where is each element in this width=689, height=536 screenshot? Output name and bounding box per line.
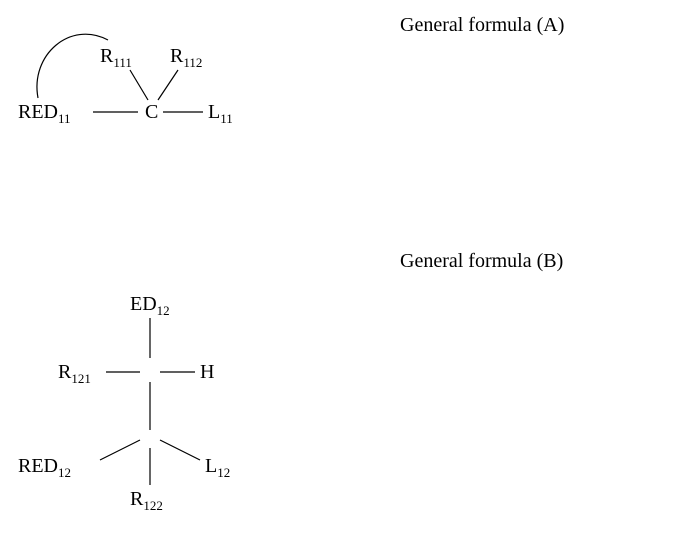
diagram-container: General formula (A) General formula (B) … — [0, 0, 689, 534]
r122-label: R122 — [130, 488, 163, 513]
c-atom: C — [145, 101, 158, 123]
l11-label: L11 — [208, 101, 233, 126]
formula-b-text: General formula (B) — [400, 250, 563, 272]
ed12-label: ED12 — [130, 293, 170, 318]
bond-c-r111 — [130, 70, 148, 100]
red11-label: RED11 — [18, 101, 71, 126]
r112-label: R112 — [170, 45, 202, 70]
formula-a-text: General formula (A) — [400, 14, 564, 36]
h-label: H — [200, 361, 214, 383]
arc-red11-r111 — [37, 34, 108, 98]
structure-a: C L11 RED11 R111 R112 — [0, 0, 300, 186]
r111-label: R111 — [100, 45, 132, 70]
bond-c-l12 — [160, 440, 200, 460]
formula-a-label: General formula (A) — [400, 14, 564, 37]
l12-label: L12 — [205, 455, 230, 480]
bond-c-r112 — [158, 70, 178, 100]
formula-b-label: General formula (B) — [400, 250, 563, 273]
structure-b: ED12 R121 H RED12 — [0, 280, 320, 536]
bond-red12-c — [100, 440, 140, 460]
r121-label: R121 — [58, 361, 91, 386]
red12-label: RED12 — [18, 455, 71, 480]
